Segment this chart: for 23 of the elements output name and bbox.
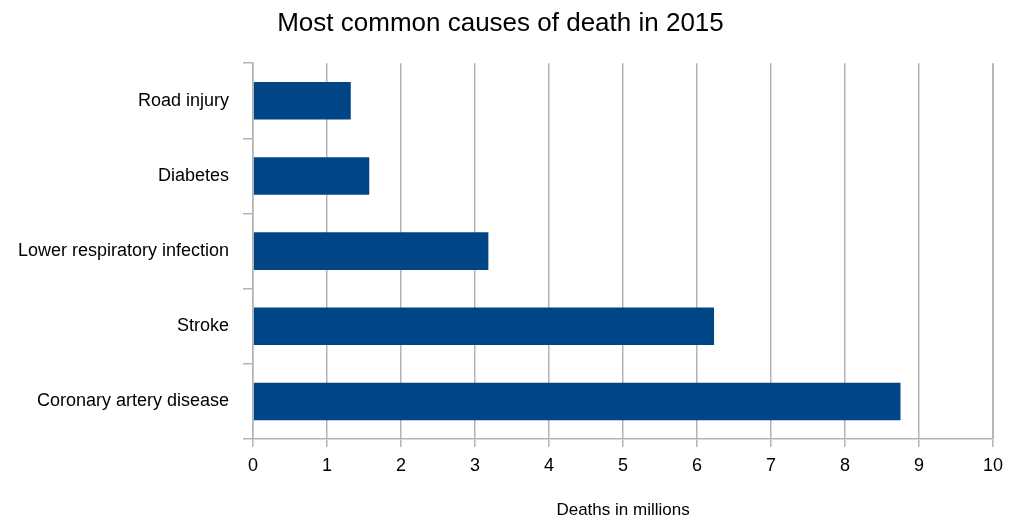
x-tick-label: 5 [618, 454, 629, 475]
bar [253, 232, 489, 270]
x-tick-label: 9 [913, 454, 925, 475]
x-tick-label: 3 [470, 454, 481, 475]
x-tick-label: 1 [322, 454, 333, 475]
x-tick-label: 10 [982, 454, 1003, 475]
y-tick-label: Road injury [138, 89, 230, 110]
x-tick-label: 6 [692, 454, 703, 475]
y-tick-label: Stroke [177, 315, 230, 336]
y-tick-label: Coronary artery disease [37, 390, 230, 411]
chart-title: Most common causes of death in 2015 [277, 6, 724, 37]
bar [253, 382, 901, 421]
x-tick-label: 8 [840, 454, 851, 475]
bar [253, 307, 715, 346]
y-tick-label: Lower respiratory infection [17, 240, 230, 261]
x-tick-label: 0 [248, 454, 259, 475]
x-tick-label: 2 [396, 454, 407, 475]
y-tick-label: Diabetes [158, 164, 230, 185]
x-tick-label: 4 [544, 454, 555, 475]
x-tick-label: 7 [766, 454, 777, 475]
bar [253, 81, 351, 120]
x-axis-title: Deaths in millions [556, 500, 690, 520]
bar [253, 157, 370, 195]
